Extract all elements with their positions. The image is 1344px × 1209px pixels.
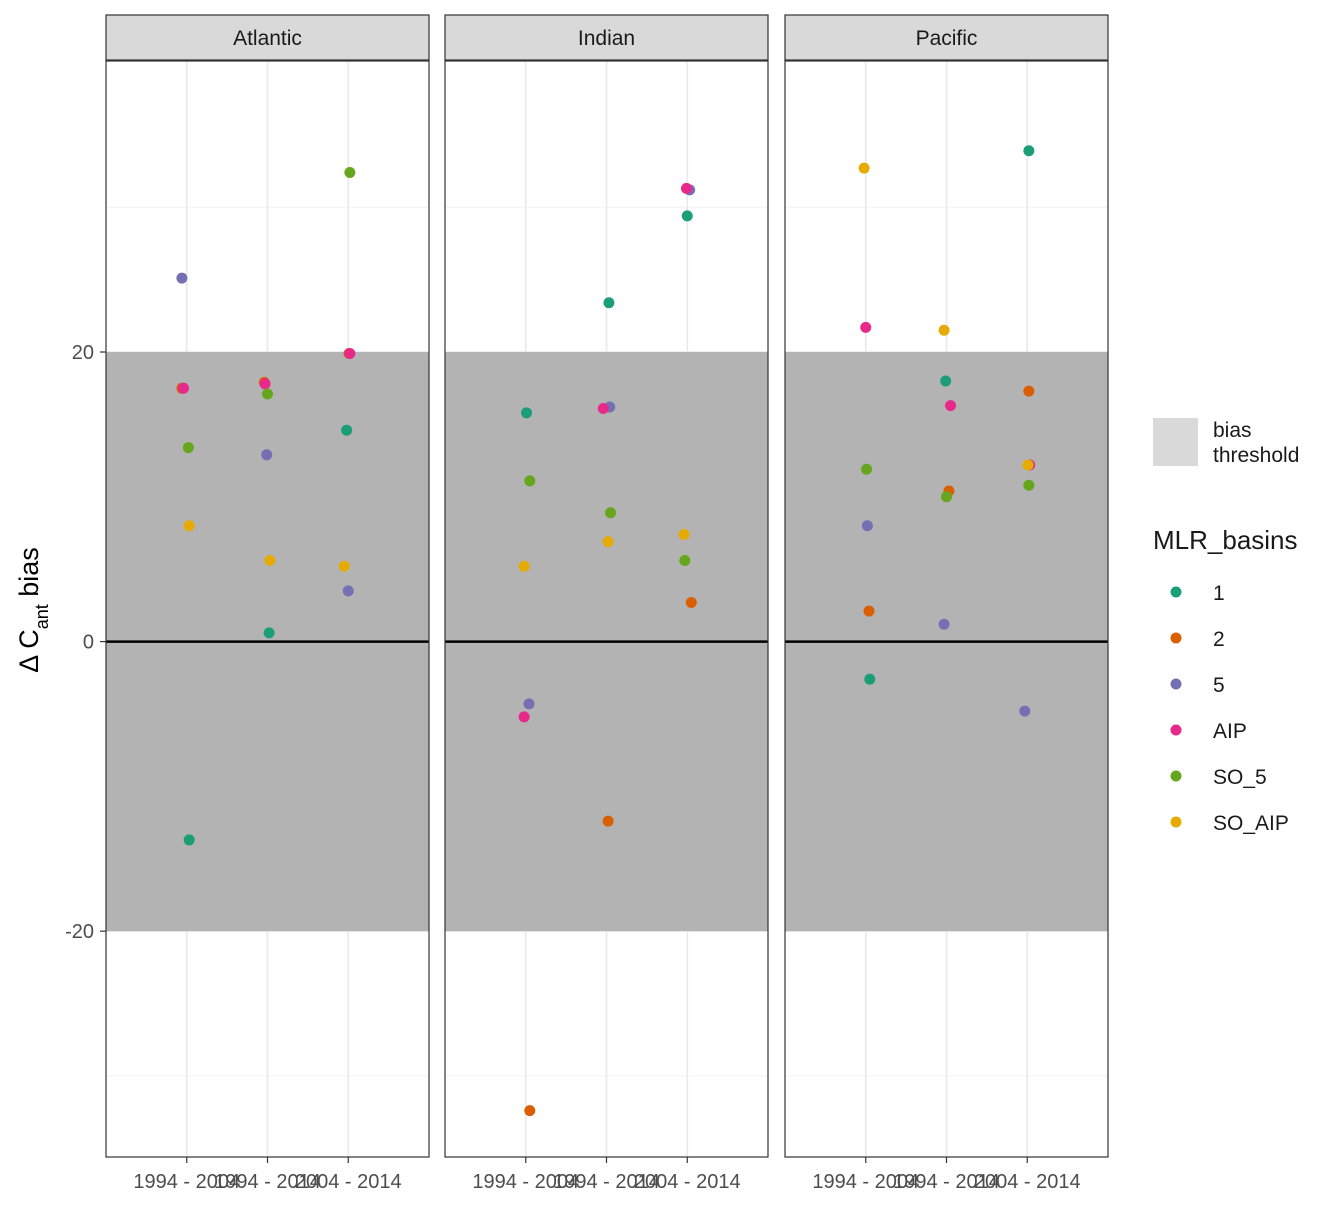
bias-threshold-key	[1153, 418, 1198, 466]
point-1	[603, 297, 615, 309]
y-tick-label: 0	[83, 632, 94, 654]
point-so_aip	[338, 560, 350, 572]
legend-key-aip	[1170, 724, 1182, 736]
point-1	[521, 407, 533, 419]
point-so_aip	[518, 560, 530, 572]
point-2	[863, 605, 875, 617]
point-so_aip	[264, 554, 276, 566]
bias-threshold-label-line2: threshold	[1213, 444, 1299, 467]
point-so_5	[182, 442, 194, 454]
point-so_5	[1023, 479, 1035, 491]
legend-label-aip: AIP	[1213, 720, 1247, 743]
point-aip	[178, 382, 190, 394]
legend-label-1: 1	[1213, 582, 1225, 605]
x-tick-label: 1994 - 2014	[214, 1171, 321, 1193]
y-axis-title-suffix: bias	[14, 547, 44, 604]
y-axis: -20 0 20	[65, 342, 106, 943]
y-axis-title-prefix: Δ C	[14, 629, 44, 673]
x-tick-label: 2004 - 2014	[634, 1171, 741, 1193]
strip-background	[784, 14, 1109, 61]
point-so_aip	[858, 162, 870, 174]
point-so_aip	[938, 324, 950, 336]
point-aip	[860, 321, 872, 333]
point-aip	[259, 378, 271, 390]
point-aip	[680, 182, 692, 194]
legend-key-1	[1170, 586, 1182, 598]
point-5	[523, 698, 535, 710]
x-tick-label: 2004 - 2014	[974, 1171, 1081, 1193]
strip-background	[444, 14, 769, 61]
x-tick-label: 1994 - 2004	[133, 1171, 240, 1193]
point-aip	[344, 347, 356, 359]
bias-threshold-label-line1: bias	[1213, 419, 1252, 442]
y-tick-label: -20	[65, 921, 94, 943]
y-axis-title-subscript: ant	[32, 604, 52, 629]
data-points	[176, 145, 1036, 1117]
point-2	[685, 596, 697, 608]
point-so_5	[861, 463, 873, 475]
point-5	[861, 520, 873, 532]
x-tick-label: 1994 - 2014	[553, 1171, 660, 1193]
x-tick-label: 2004 - 2014	[295, 1171, 402, 1193]
x-tick-label: 1994 - 2004	[472, 1171, 579, 1193]
legend-label-5: 5	[1213, 674, 1225, 697]
strip-label-pacific: Pacific	[916, 27, 978, 50]
point-2	[524, 1105, 536, 1117]
series-legend-items: 1 2 5 AIP SO_5 SO_AIP	[1170, 582, 1289, 835]
point-so_5	[941, 491, 952, 503]
point-aip	[518, 711, 530, 723]
point-so_5	[679, 554, 691, 566]
point-5	[1019, 705, 1031, 717]
point-5	[938, 618, 950, 630]
x-tick-label: 1994 - 2004	[812, 1171, 919, 1193]
point-1	[940, 375, 952, 387]
y-tick-label: 20	[72, 342, 94, 364]
legend-key-5	[1170, 678, 1182, 690]
series-legend-title: MLR_basins	[1153, 525, 1298, 555]
strip-label-indian: Indian	[578, 27, 635, 50]
legend-label-so_aip: SO_AIP	[1213, 812, 1289, 835]
legend-label-so_5: SO_5	[1213, 766, 1267, 789]
point-5	[176, 272, 188, 284]
legend-key-2	[1170, 632, 1182, 644]
point-so_aip	[602, 536, 614, 548]
point-2	[1023, 385, 1035, 397]
strip-background	[105, 14, 430, 61]
point-1	[341, 424, 353, 436]
point-so_aip	[1022, 459, 1034, 471]
point-1	[263, 627, 275, 639]
legend-label-2: 2	[1213, 628, 1225, 651]
point-so_5	[262, 388, 273, 400]
point-aip	[945, 400, 957, 412]
point-so_5	[524, 475, 536, 487]
point-1	[1023, 145, 1035, 157]
point-5	[261, 449, 273, 461]
x-tick-label: 1994 - 2014	[893, 1171, 1000, 1193]
point-1	[681, 210, 693, 222]
point-1	[183, 834, 195, 846]
point-so_aip	[678, 528, 690, 540]
legend-key-so_aip	[1170, 816, 1182, 828]
point-so_5	[605, 507, 617, 519]
point-2	[602, 815, 614, 827]
legend: bias threshold MLR_basins 1 2 5 AIP SO_5 SO_A…	[1153, 418, 1299, 835]
y-axis-title: Δ Cant bias	[14, 547, 52, 673]
point-5	[342, 585, 354, 597]
legend-key-so_5	[1170, 770, 1182, 782]
point-so_aip	[183, 520, 195, 532]
point-1	[864, 673, 876, 685]
point-aip	[597, 402, 609, 414]
point-so_5	[344, 166, 356, 178]
strip-label-atlantic: Atlantic	[233, 27, 302, 50]
